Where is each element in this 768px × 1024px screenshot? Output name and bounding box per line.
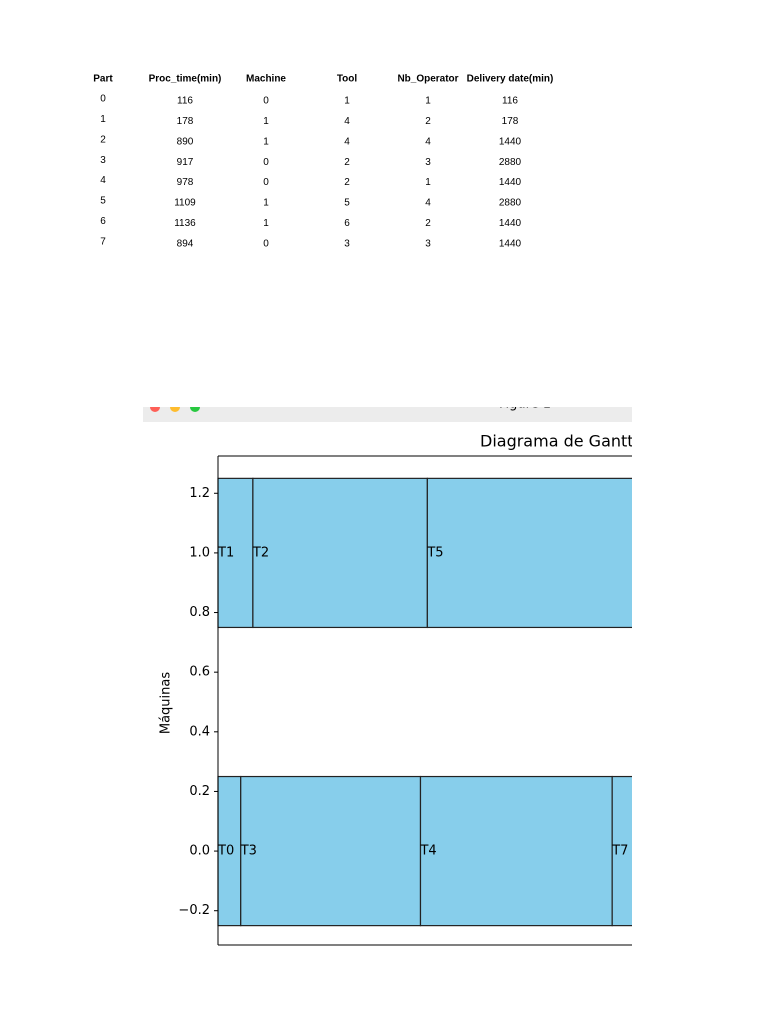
table-cell: 178 <box>502 116 519 127</box>
table-cell: 3 <box>344 238 350 249</box>
table-cell: 1 <box>263 136 269 147</box>
table-cell: 2880 <box>499 198 522 209</box>
table-cell: 116 <box>177 96 193 107</box>
task-label: T5 <box>426 545 443 560</box>
task-label: T3 <box>240 844 257 859</box>
column-header: Tool <box>337 74 358 85</box>
table-cell: 4 <box>425 136 431 147</box>
column-header: Machine <box>246 74 286 85</box>
table-cell: 917 <box>177 157 194 168</box>
y-tick-label: 1.2 <box>189 486 210 501</box>
column-header: Nb_Operator <box>397 74 458 85</box>
table-cell: 2 <box>100 134 106 145</box>
table-cell: 2 <box>344 157 350 168</box>
zoom-button[interactable] <box>190 402 200 412</box>
y-axis-label: Máquinas <box>159 672 174 734</box>
table-cell: 894 <box>177 238 194 249</box>
table: Part Proc_time(min) Machine Tool Nb_Operator… <box>93 74 553 250</box>
table-cell: 0 <box>263 157 269 168</box>
table-cell: 978 <box>177 177 194 188</box>
table-cell: 4 <box>100 175 106 186</box>
table-cell: 1440 <box>499 177 522 188</box>
task-bar <box>217 477 254 629</box>
table-cell: 3 <box>425 238 431 249</box>
table-cell: 4 <box>344 116 350 127</box>
task-label: T1 <box>217 545 234 560</box>
column-header: Delivery date(min) <box>467 74 554 85</box>
table-cell: 1 <box>344 96 350 107</box>
table-cell: 2 <box>344 177 350 188</box>
table-cell: 0 <box>263 238 269 249</box>
y-tick-label: 0.0 <box>189 844 210 859</box>
table-cell: 4 <box>425 198 431 209</box>
table-cell: 1 <box>263 198 269 209</box>
table-cell: 7 <box>100 236 106 247</box>
table-cell: 1440 <box>499 238 522 249</box>
table-cell: 1109 <box>174 198 196 209</box>
table-cell: 1440 <box>499 218 522 229</box>
table-cell: 890 <box>177 136 194 147</box>
table-cell: 2 <box>425 116 431 127</box>
y-tick-label: 0.2 <box>189 784 210 799</box>
table-cell: 1440 <box>499 136 522 147</box>
y-tick-label: −0.2 <box>178 903 210 918</box>
table-cell: 0 <box>263 177 269 188</box>
y-tick-label: 1.0 <box>189 545 210 560</box>
y-tick-label: 0.4 <box>189 724 210 739</box>
minimize-button[interactable] <box>170 402 180 412</box>
column-header: Proc_time(min) <box>149 74 222 85</box>
task-label: T0 <box>217 844 234 859</box>
table-cell: 5 <box>100 196 106 207</box>
task-bar <box>419 775 613 927</box>
table-cell: 1 <box>425 96 431 107</box>
task-bar <box>252 477 428 629</box>
table-cell: 1 <box>263 218 269 229</box>
table-cell: 3 <box>425 157 431 168</box>
y-tick-label: 0.6 <box>189 665 210 680</box>
table-cell: 0 <box>100 94 106 105</box>
table-cell: 2880 <box>499 157 522 168</box>
task-bar <box>240 775 422 927</box>
table-cell: 1 <box>263 116 269 127</box>
task-label: T2 <box>252 545 269 560</box>
y-tick-label: 0.8 <box>189 605 210 620</box>
table-cell: 6 <box>100 216 106 227</box>
table-cell: 4 <box>344 136 350 147</box>
close-button[interactable] <box>150 402 160 412</box>
table-cell: 0 <box>263 96 269 107</box>
table-cell: 6 <box>344 218 350 229</box>
table-cell: 5 <box>344 198 350 209</box>
table-cell: 178 <box>177 116 194 127</box>
table-cell: 1 <box>100 114 106 125</box>
chart: Diagrama de Gantt Máquinas T0 T1 T2 T3 T4 T5 T7 −… <box>159 432 634 946</box>
column-header: Part <box>93 74 113 85</box>
task-label: T4 <box>419 844 436 859</box>
table-cell: 1136 <box>174 218 196 229</box>
chart-title: Diagrama de Gantt <box>480 432 634 451</box>
table-cell: 116 <box>502 96 518 107</box>
chart-window: Figure 1 Diagrama de Gantt Máquinas T0 T1 T2… <box>143 397 634 946</box>
table-cell: 1 <box>425 177 431 188</box>
task-label: T7 <box>611 844 628 859</box>
table-cell: 3 <box>100 155 106 166</box>
table-cell: 2 <box>425 218 431 229</box>
task-bar <box>611 775 632 927</box>
task-bar <box>426 477 632 629</box>
title-bar <box>143 407 632 422</box>
window-title: Figure 1 <box>499 397 551 412</box>
